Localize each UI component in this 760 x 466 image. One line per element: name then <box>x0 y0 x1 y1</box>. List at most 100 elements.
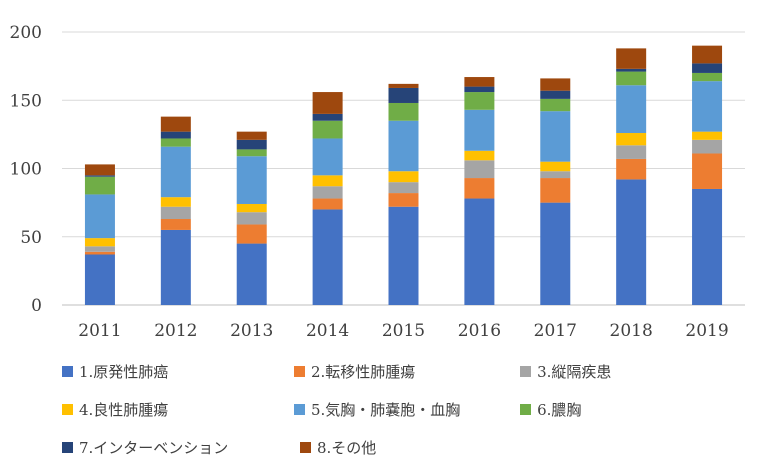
bar-segment-2012-series-2 <box>160 219 191 230</box>
bar-segment-2014-series-4 <box>312 175 343 187</box>
bar-segment-2015-series-3 <box>388 182 419 194</box>
bar-segment-2012-series-8 <box>160 116 191 132</box>
y-tick-label: 200 <box>10 23 42 43</box>
legend-swatch <box>62 403 73 415</box>
legend-item: 8.その他 <box>300 437 532 458</box>
bar-segment-2013-series-7 <box>236 139 267 150</box>
bar-segment-2019-series-8 <box>692 45 723 64</box>
bar-segment-2016-series-6 <box>464 92 495 110</box>
legend-item: 1.原発性肺癌 <box>62 361 294 382</box>
bar-segment-2017-series-8 <box>540 78 571 91</box>
legend-swatch <box>520 365 532 377</box>
legend-item: 6.膿胸 <box>520 399 752 420</box>
x-tick-label: 2012 <box>154 321 197 341</box>
bar-segment-2014-series-2 <box>312 198 343 210</box>
bar-segment-2018-series-5 <box>616 85 647 134</box>
bar-segment-2011-series-4 <box>84 238 115 247</box>
y-tick-labels: 0 50 100 150 200 <box>10 23 42 316</box>
bar-segment-2017-series-2 <box>540 178 571 203</box>
legend-swatch <box>293 365 305 377</box>
bar-segment-2013-series-5 <box>236 156 267 204</box>
bar-segment-2014-series-7 <box>312 113 343 121</box>
bar-segment-2012-series-7 <box>160 131 191 139</box>
bar-segment-2016-series-3 <box>464 160 495 179</box>
legend-label: 4.良性肺腫瘍 <box>79 400 169 419</box>
bar-segment-2016-series-5 <box>464 109 495 151</box>
bar-segment-2011-series-5 <box>84 194 115 239</box>
bar-segment-2013-series-3 <box>236 212 267 225</box>
bar-segment-2015-series-7 <box>388 87 419 103</box>
x-tick-label: 2013 <box>230 321 273 341</box>
bar-segment-2013-series-6 <box>236 149 267 157</box>
bar-segment-2013-series-2 <box>236 224 267 244</box>
legend-label: 6.膿胸 <box>537 400 582 419</box>
bar-segment-2016-series-4 <box>464 150 495 161</box>
y-tick-label: 150 <box>10 91 42 111</box>
bar-segment-2019-series-7 <box>692 63 723 73</box>
bar-segment-2018-series-7 <box>616 68 647 72</box>
bar-segment-2013-series-4 <box>236 203 267 213</box>
bar-segment-2017-series-5 <box>540 111 571 162</box>
legend-item: 4.良性肺腫瘍 <box>62 399 294 420</box>
bar-segment-2016-series-8 <box>464 77 495 87</box>
bar-segment-2019-series-1 <box>692 188 723 305</box>
bar-segment-2014-series-5 <box>312 138 343 176</box>
bar-segment-2015-series-6 <box>388 102 419 121</box>
y-tick-label: 50 <box>20 228 42 248</box>
legend-swatch <box>62 365 73 377</box>
legend-label: 3.縦隔疾患 <box>537 362 612 381</box>
bar-segment-2011-series-6 <box>84 176 115 195</box>
bar-segment-2016-series-7 <box>464 86 495 93</box>
bar-segment-2015-series-1 <box>388 206 419 305</box>
legend-label: 1.原発性肺癌 <box>79 362 169 381</box>
bar-segment-2017-series-7 <box>540 90 571 99</box>
bar-segment-2011-series-8 <box>84 164 115 176</box>
bar-segment-2018-series-4 <box>616 133 647 146</box>
bar-segment-2018-series-8 <box>616 48 647 69</box>
bar-segment-2017-series-1 <box>540 202 571 305</box>
legend-row: 1.原発性肺癌 2.転移性肺腫瘍 3.縦隔疾患 <box>62 352 752 390</box>
legend-label: 8.その他 <box>317 438 377 457</box>
bar-segment-2012-series-5 <box>160 146 191 198</box>
bar-segment-2016-series-1 <box>464 198 495 305</box>
bar-segment-2018-series-6 <box>616 71 647 86</box>
bar-segment-2019-series-5 <box>692 81 723 132</box>
y-tick-label: 0 <box>31 296 42 316</box>
bar-segment-2015-series-4 <box>388 171 419 183</box>
bar-segment-2011-series-2 <box>84 251 115 255</box>
legend-label: 7.インターベンション <box>79 438 229 457</box>
legend-swatch <box>62 441 73 453</box>
y-tick-label: 100 <box>10 160 42 180</box>
legend-label: 2.転移性肺腫瘍 <box>310 362 416 381</box>
bar-segment-2012-series-1 <box>160 229 191 305</box>
bar-segment-2018-series-2 <box>616 158 647 180</box>
x-tick-labels: 2011 2012 2013 2014 2015 2016 2017 2018 2019 <box>78 321 728 341</box>
legend-row: 4.良性肺腫瘍 5.気胸・肺嚢胞・血胸 6.膿胸 <box>62 390 752 428</box>
x-tick-label: 2019 <box>685 321 728 341</box>
legend-item: 7.インターベンション <box>62 437 300 458</box>
bar-segment-2014-series-8 <box>312 92 343 114</box>
bar-segment-2015-series-5 <box>388 120 419 172</box>
legend: 1.原発性肺癌 2.転移性肺腫瘍 3.縦隔疾患 4.良性肺腫瘍 5.気胸・肺嚢胞・血胸 6… <box>62 352 752 466</box>
bar-segment-2018-series-3 <box>616 145 647 159</box>
bar-segment-2017-series-4 <box>540 161 571 172</box>
x-tick-label: 2016 <box>458 321 501 341</box>
bar-segment-2015-series-2 <box>388 193 419 207</box>
legend-item: 2.転移性肺腫瘍 <box>293 361 520 382</box>
bars <box>84 45 723 305</box>
bar-segment-2016-series-2 <box>464 178 495 199</box>
legend-swatch <box>293 403 305 415</box>
x-tick-label: 2014 <box>306 321 349 341</box>
bar-segment-2019-series-6 <box>692 72 723 82</box>
bar-segment-2014-series-1 <box>312 209 343 305</box>
bar-segment-2011-series-1 <box>84 254 115 305</box>
bar-segment-2015-series-8 <box>388 83 419 88</box>
legend-label: 5.気胸・肺嚢胞・血胸 <box>310 400 461 419</box>
bar-segment-2013-series-8 <box>236 131 267 140</box>
x-tick-label: 2015 <box>382 321 425 341</box>
bar-segment-2014-series-6 <box>312 120 343 139</box>
bar-segment-2012-series-3 <box>160 206 191 220</box>
bar-segment-2012-series-4 <box>160 197 191 207</box>
